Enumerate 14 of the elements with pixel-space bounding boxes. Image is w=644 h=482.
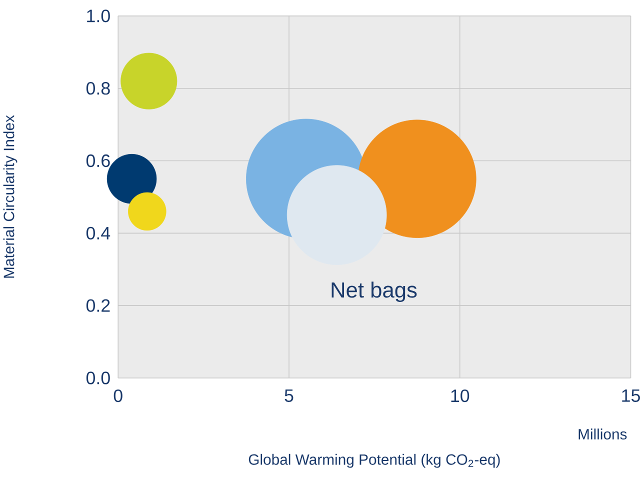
y-tick-label: 0.0 xyxy=(86,372,110,384)
y-tick-label: 0.8 xyxy=(86,82,110,95)
y-tick-label: 0.2 xyxy=(86,299,110,312)
x-tick-label: 15 xyxy=(622,390,640,402)
y-tick-label: 1.0 xyxy=(87,10,110,22)
y-tick-label: 0.4 xyxy=(86,226,110,240)
y-axis-title: Material Circularity Index xyxy=(3,115,18,278)
x-tick-label: 10 xyxy=(451,390,470,402)
x-tick-label: 5 xyxy=(284,390,294,402)
x-tick-label: 0 xyxy=(114,390,122,402)
series-label: Net bags xyxy=(332,282,417,302)
y-tick-label: 0.6 xyxy=(86,154,110,168)
text: Millions xyxy=(578,428,627,440)
x-axis-title: Global Warming Potential (kg CO$_{2}$-eq) xyxy=(248,454,500,468)
